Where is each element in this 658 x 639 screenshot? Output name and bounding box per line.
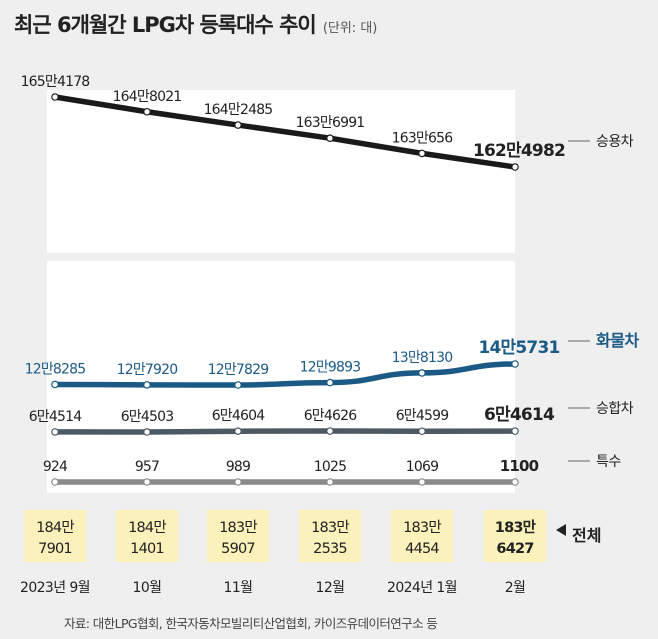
point-승합차-2 (234, 427, 242, 436)
unit-label: (단위: 대) (322, 21, 378, 36)
legend-승합차: 승합차 (596, 401, 634, 417)
total-label-bottom-2: 5907 (221, 541, 255, 557)
upper-plot-panel (47, 90, 515, 253)
point-승합차-3 (326, 427, 334, 435)
point-특수-4 (418, 478, 426, 486)
total-box-2 (207, 510, 269, 562)
total-label-top-2: 183만 (219, 519, 257, 536)
legend-화물차: 화물차 (596, 331, 639, 350)
data-label-승용차-3: 163만6991 (296, 115, 365, 131)
point-화물차-0 (51, 380, 59, 389)
total-label-top-5: 183만 (495, 519, 537, 536)
source-note: 자료: 대한LPG협회, 한국자동차모빌리티산업협회, 카이즈유데이터연구소 등 (64, 616, 438, 631)
point-화물차-1 (143, 381, 151, 389)
total-box-5 (484, 510, 546, 562)
data-label-승합차-4: 6만4599 (396, 408, 449, 424)
series-line-승합차 (52, 428, 518, 435)
legend-total: 전체 (572, 526, 601, 545)
point-승합차-1 (143, 428, 151, 436)
total-label-top-3: 183만 (311, 519, 349, 536)
point-특수-3 (326, 478, 334, 486)
total-label-top-1: 184만 (128, 519, 166, 536)
data-label-승합차-3: 6만4626 (304, 408, 358, 424)
total-label-top-4: 183만 (403, 519, 441, 536)
point-승용차-5 (511, 163, 519, 171)
point-승용차-4 (418, 149, 426, 158)
point-승용차-2 (234, 121, 242, 129)
point-승합차-5 (511, 427, 519, 435)
data-label-화물차-2: 12만7829 (208, 362, 269, 378)
total-box-3 (299, 510, 361, 562)
point-특수-2 (234, 478, 242, 486)
data-label-특수-4: 1069 (406, 459, 438, 475)
chart-title: 최근 6개월간 LPG차 등록대수 추이 (14, 13, 317, 37)
lower-plot-panel (47, 261, 515, 493)
total-arrow-icon (556, 524, 566, 536)
legend-승용차: 승용차 (596, 134, 634, 150)
point-특수-0 (51, 478, 59, 486)
x-tick-label-2: 11월 (224, 580, 253, 596)
total-label-top-0: 184만 (36, 519, 74, 536)
series-line-화물차 (52, 361, 518, 388)
series-line-승용차 (52, 94, 518, 170)
point-승용차-3 (326, 134, 334, 143)
point-승합차-0 (51, 428, 59, 436)
x-tick-label-5: 2월 (505, 580, 526, 596)
data-label-화물차-0: 12만8285 (25, 361, 86, 377)
data-label-특수-0: 924 (43, 459, 68, 475)
total-label-bottom-1: 1401 (130, 541, 164, 557)
point-승합차-4 (418, 427, 426, 436)
data-label-승용차-0: 165만4178 (21, 74, 90, 90)
point-특수-5 (511, 478, 519, 486)
point-특수-1 (143, 478, 151, 486)
point-화물차-4 (418, 369, 426, 377)
total-label-bottom-4: 4454 (405, 541, 439, 557)
x-tick-label-3: 12월 (316, 580, 345, 596)
data-label-승합차-2: 6만4604 (212, 408, 266, 424)
data-label-승합차-1: 6만4503 (121, 409, 174, 425)
total-label-bottom-5: 6427 (496, 541, 533, 557)
total-label-bottom-3: 2535 (313, 541, 347, 557)
x-tick-label-1: 10월 (133, 580, 162, 596)
data-label-특수-1: 957 (135, 459, 159, 475)
point-화물차-5 (511, 360, 519, 368)
data-label-특수-2: 989 (226, 459, 250, 475)
x-tick-label-4: 2024년 1월 (387, 580, 457, 596)
data-label-특수-3: 1025 (314, 459, 346, 475)
total-label-bottom-0: 7901 (38, 541, 72, 557)
data-label-화물차-5: 14만5731 (478, 338, 559, 358)
data-label-승합차-5: 6만4614 (484, 405, 555, 425)
total-box-0 (24, 510, 86, 562)
data-label-승용차-5: 162만4982 (473, 141, 565, 161)
total-box-4 (391, 510, 453, 562)
legend-특수: 특수 (596, 454, 621, 470)
point-승용차-1 (143, 107, 151, 116)
title-row: 최근 6개월간 LPG차 등록대수 추이 (단위: 대) (14, 9, 377, 39)
data-label-화물차-4: 13만8130 (392, 350, 453, 366)
data-label-승용차-2: 164만2485 (204, 102, 273, 118)
data-label-승용차-4: 163만656 (392, 130, 454, 146)
data-label-화물차-3: 12만9893 (300, 360, 361, 376)
data-label-승용차-1: 164만8021 (113, 89, 182, 105)
data-label-화물차-1: 12만7920 (117, 362, 178, 378)
point-승용차-0 (51, 93, 59, 101)
point-화물차-2 (234, 381, 242, 389)
x-tick-label-0: 2023년 9월 (20, 580, 90, 596)
point-화물차-3 (326, 378, 334, 387)
data-label-특수-5: 1100 (500, 457, 539, 475)
total-box-1 (116, 510, 178, 562)
data-label-승합차-0: 6만4514 (29, 409, 83, 425)
